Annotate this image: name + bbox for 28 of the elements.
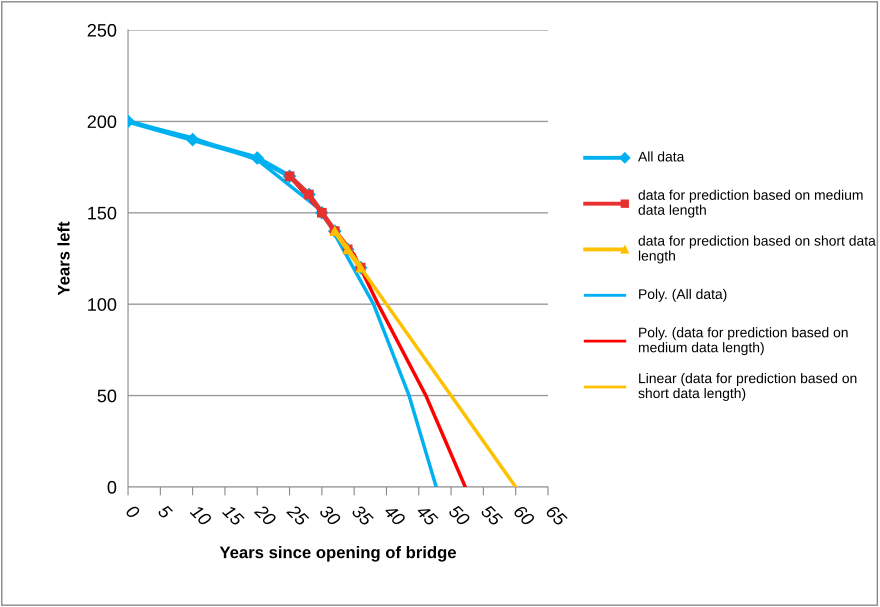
x-tick-label: 60 xyxy=(512,504,536,527)
y-tick-label: 50 xyxy=(98,390,116,402)
x-tick-label: 65 xyxy=(545,504,568,527)
legend-label: All data xyxy=(638,151,684,162)
x-tick-label: 25 xyxy=(286,504,310,527)
x-tick-label: 35 xyxy=(351,504,374,527)
y-tick-label: 0 xyxy=(108,480,116,494)
y-tick-label: 250 xyxy=(88,24,116,37)
legend-label: Poly. (All data) xyxy=(639,288,726,302)
y-tick-label: 150 xyxy=(88,206,116,220)
legend-label: Linear (data for prediction based on short data length) xyxy=(638,373,856,401)
legend-label: data for prediction based on short data length xyxy=(638,236,876,264)
x-tick-label: 55 xyxy=(480,504,504,527)
y-axis-title: Years left xyxy=(57,222,70,296)
y-tick-label: 200 xyxy=(88,115,116,128)
x-tick-label: 5 xyxy=(157,504,173,520)
y-tick-label: 100 xyxy=(88,298,116,311)
x-tick-label: 45 xyxy=(415,504,438,527)
legend-label: Poly. (data for prediction based on medium data length) xyxy=(638,327,848,356)
legend-label: data for prediction based on medium data length xyxy=(638,190,863,218)
x-tick-label: 40 xyxy=(383,504,406,527)
x-axis-title: Years since opening of bridge xyxy=(220,546,456,562)
x-tick-label: 0 xyxy=(125,504,141,520)
x-tick-label: 15 xyxy=(222,504,245,527)
x-tick-label: 30 xyxy=(318,504,342,527)
x-tick-label: 50 xyxy=(448,504,471,527)
x-tick-label: 10 xyxy=(190,504,212,527)
x-tick-label: 20 xyxy=(254,504,277,527)
